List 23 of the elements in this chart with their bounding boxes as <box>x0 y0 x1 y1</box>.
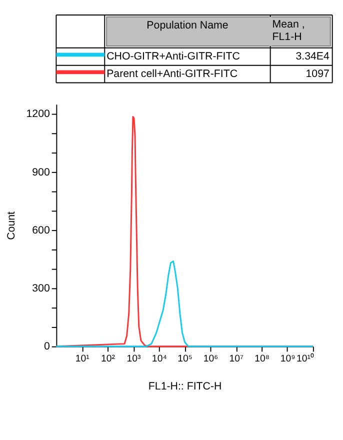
x-tick-label: 10¹⁰ <box>296 352 314 364</box>
x-tick-label: 10⁷ <box>229 353 244 364</box>
x-tick-label: 10³ <box>126 353 142 364</box>
y-tick-label: 600 <box>32 224 50 236</box>
legend-label: CHO-GITR+Anti-GITR-FITC <box>106 50 240 63</box>
x-tick-label: 10¹ <box>75 353 90 364</box>
x-tick-label: 10⁶ <box>203 353 218 364</box>
text: 1097 <box>306 68 330 80</box>
x-tick-label: 10⁹ <box>280 353 296 364</box>
x-tick-label: 10⁸ <box>254 353 270 364</box>
y-axis-title: Count <box>6 211 18 240</box>
y-tick-label: 0 <box>44 340 50 353</box>
x-tick-label: 10⁵ <box>178 353 192 364</box>
y-tick-label: 1200 <box>26 108 50 120</box>
y-tick-label: 300 <box>32 282 50 295</box>
y-tick-label: 900 <box>32 166 50 178</box>
legend-label: Parent cell+Anti-GITR-FITC <box>106 68 238 80</box>
text: Mean , FL1-H <box>272 18 305 44</box>
x-tick-label: 10² <box>101 353 116 364</box>
text: Population Name <box>146 20 228 32</box>
text: 3.34E4 <box>296 50 330 63</box>
x-tick-label: 10⁴ <box>152 353 167 364</box>
x-axis-title: FL1-H:: FITC-H <box>148 380 222 392</box>
